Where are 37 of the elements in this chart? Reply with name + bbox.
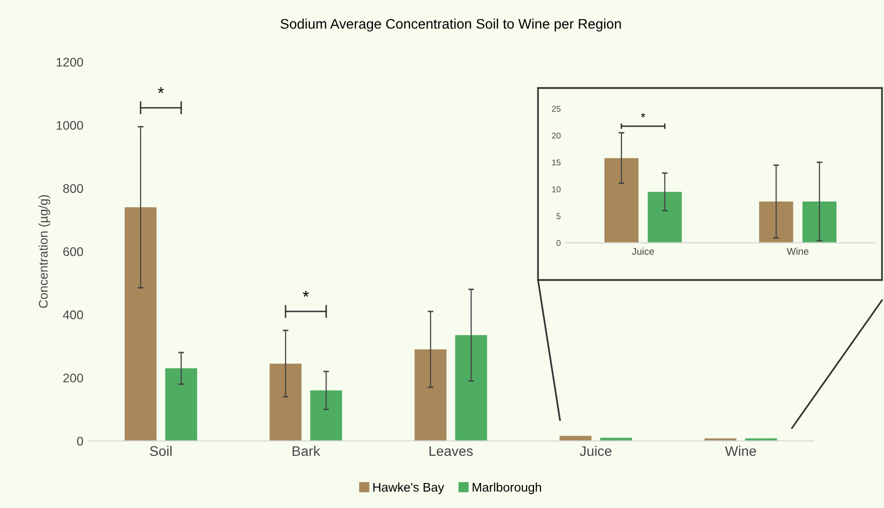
bar — [270, 364, 302, 441]
bar — [310, 390, 342, 441]
bar — [414, 349, 446, 441]
bar — [455, 335, 488, 441]
x-tick-label: Wine — [786, 248, 808, 255]
y-tick-label: 25 — [552, 106, 561, 112]
y-axis-title: Concentration (µg/g) — [38, 195, 50, 308]
bar — [165, 368, 198, 441]
bar — [124, 207, 157, 441]
y-tick-label: 200 — [63, 374, 84, 382]
x-tick-label: Leaves — [430, 446, 473, 456]
annotation: * — [640, 112, 646, 118]
y-tick-label: 600 — [63, 247, 84, 256]
y-tick-label: 5 — [556, 213, 561, 220]
bar — [802, 202, 836, 243]
bar — [648, 192, 682, 243]
x-tick-label: Soil — [150, 446, 172, 456]
y-tick-label: 800 — [63, 184, 84, 193]
y-tick-label: 10 — [552, 186, 561, 192]
x-tick-label: Wine — [725, 446, 756, 456]
chart-title: Sodium Average Concentration Soil to Wine per Region — [280, 18, 621, 32]
annotation: * — [158, 87, 164, 94]
x-tick-label: Juice — [632, 248, 654, 255]
bar — [604, 158, 638, 243]
y-tick-label: 1000 — [56, 120, 84, 130]
bar — [759, 202, 794, 243]
legend-label: Marlborough — [472, 482, 542, 494]
y-tick-label: 15 — [552, 160, 561, 166]
y-tick-label: 20 — [552, 132, 561, 139]
y-tick-label: 1200 — [56, 58, 84, 67]
annotation: * — [302, 290, 309, 297]
x-tick-label: Juice — [580, 446, 612, 456]
y-tick-label: 0 — [77, 436, 84, 446]
x-tick-label: Bark — [292, 446, 320, 456]
y-tick-label: 400 — [62, 310, 84, 320]
legend-label: Hawke's Bay — [373, 482, 444, 494]
y-tick-label: 0 — [556, 240, 561, 246]
